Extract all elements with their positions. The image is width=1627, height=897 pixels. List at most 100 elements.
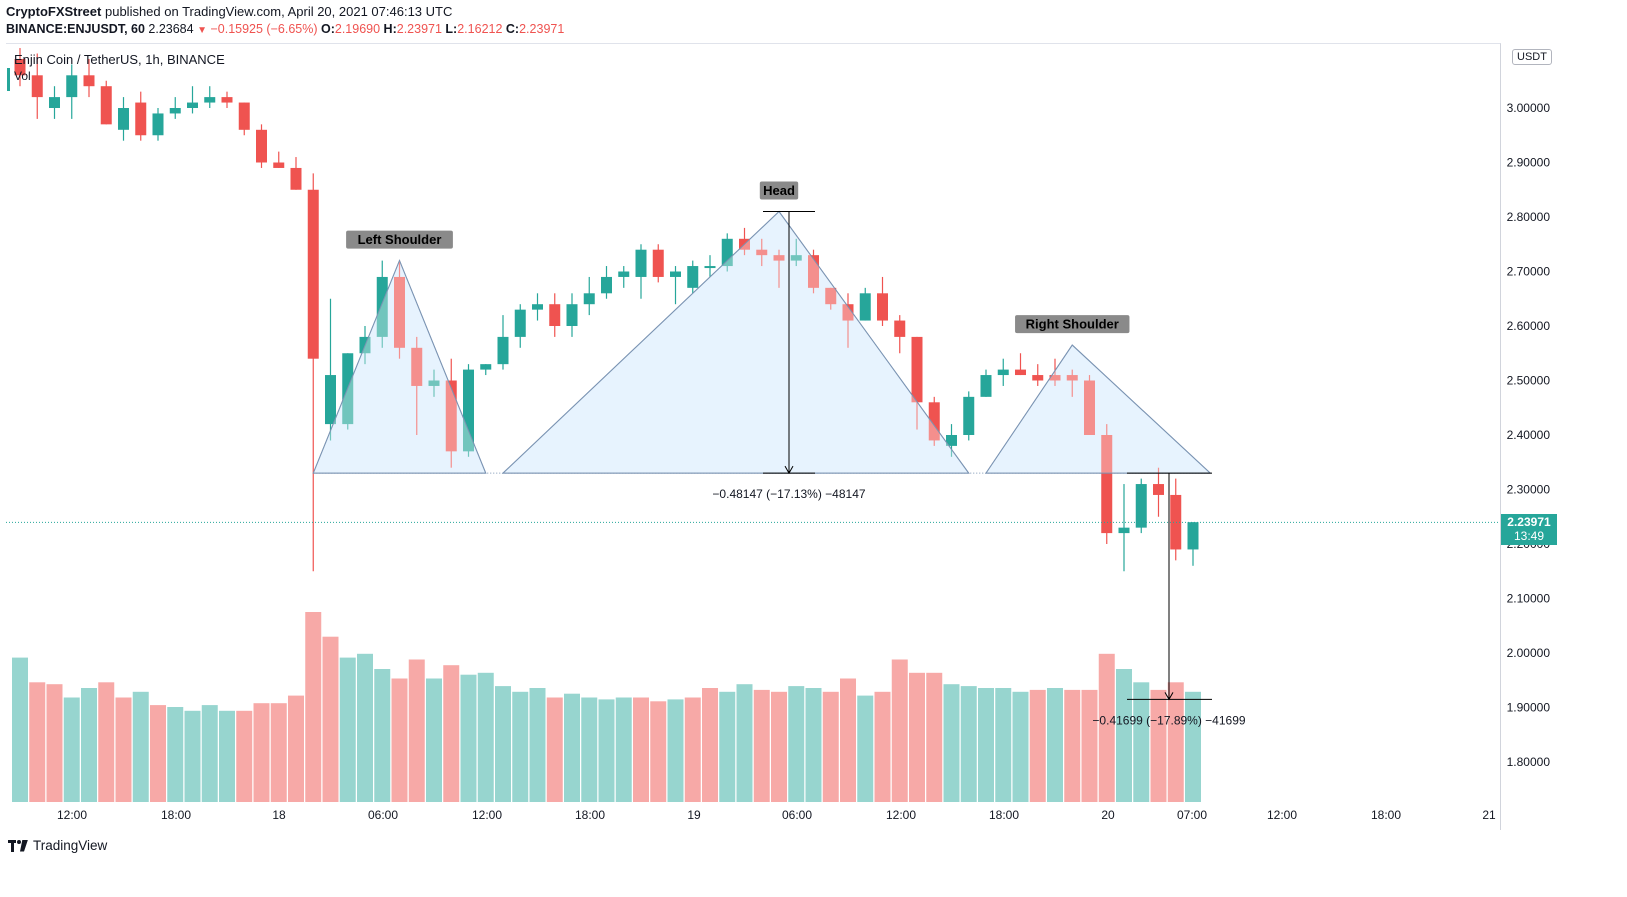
candle-body [66,75,78,98]
candle-body [1032,375,1044,381]
candle-body [1118,527,1130,534]
volume-bar [460,674,477,802]
measure-label-2: −0.41699 (−17.89%) −41699 [1092,713,1245,727]
candle-body [997,369,1009,376]
candle-body [463,369,474,452]
time-tick-label: 07:00 [1177,808,1207,822]
volume-bar [857,695,874,802]
volume-bar [840,678,856,802]
candle-body [652,249,664,277]
volume-bar [29,682,46,802]
open-label: O: [320,22,335,36]
volume-bar [12,657,28,802]
volume-bar [150,705,166,802]
legend-title[interactable]: Enjin Coin / TetherUS, 1h, BINANCE [14,52,225,67]
volume-bar [702,688,718,802]
volume-bar [512,691,529,802]
volume-bar [909,672,925,802]
volume-bar [1081,689,1098,802]
open-value: 2.19690 [334,22,381,36]
candle-body [790,255,802,261]
candle-body [1135,484,1147,528]
candle-body [1187,522,1199,550]
volume-bar [788,686,805,802]
volume-bar [132,691,149,802]
candle-body [963,396,975,435]
volume-bar [771,691,787,802]
legend-volume[interactable]: Vol [14,69,31,83]
time-tick-label: 12:00 [57,808,87,822]
candle-body [825,287,837,305]
time-tick-label: 12:00 [472,808,502,822]
price-tick-label: 1.90000 [1507,701,1551,715]
candle-body [1170,494,1182,550]
time-tick-label: 20 [1101,808,1115,822]
candle-body [928,402,940,441]
candle-body [290,167,302,190]
candle-body [808,255,819,288]
measure-label-1: −0.48147 (−17.13%) −48147 [712,487,865,501]
time-tick-label: 19 [687,808,701,822]
price-tick-label: 1.80000 [1507,755,1551,769]
candle-body [411,347,423,386]
candle-body [773,255,785,261]
volume-bar [1029,689,1046,802]
volume-bar [546,697,563,802]
tradingview-logo[interactable]: TradingView [8,838,107,853]
price-tick-label: 2.60000 [1507,319,1551,333]
volume-bar [443,665,460,802]
candle-body [1084,380,1095,435]
volume-bar [201,705,218,802]
candle-body [376,276,388,337]
current-price-value: 2.23971 [1507,515,1551,529]
volume-bar [288,695,304,802]
time-tick-label: 06:00 [782,808,812,822]
candle-body [1015,369,1026,376]
candle-body [256,129,267,163]
candle-body [325,375,336,425]
volume-bar [408,659,425,802]
time-tick-label: 12:00 [1267,808,1297,822]
symbol-line: BINANCE:ENJUSDT, 60 [6,22,145,36]
volume-bar [943,684,960,802]
pattern-overlay-3 [985,344,1212,474]
candle-body [842,304,854,321]
time-tick-label: 18:00 [575,808,605,822]
candle-body [618,271,630,277]
publisher-name[interactable]: CryptoFXStreet [6,4,102,19]
candle-body [894,320,906,337]
candle-body [31,75,43,98]
candle-body [152,113,164,136]
volume-bar [167,707,184,802]
high-value: 2.23971 [396,22,442,36]
volume-bar [960,686,977,802]
current-price-tag: 2.23971 13:49 [1501,514,1557,545]
candle-body [980,375,992,397]
pattern-label: Head [763,183,795,198]
currency-button[interactable]: USDT [1512,49,1552,65]
volume-bar [46,684,63,802]
volume-bar [753,689,770,802]
candle-body [583,293,595,305]
volume-bar [1064,689,1081,802]
volume-bar [270,703,287,802]
candle-body [83,75,95,87]
time-tick-label: 18 [272,808,286,822]
volume-bar [305,612,322,802]
candle-body [946,435,957,446]
candle-body [670,271,681,277]
volume-bar [581,697,598,802]
tradingview-brand: TradingView [33,838,108,853]
volume-bar [822,691,839,802]
volume-bar [926,672,943,802]
volume-bar [426,678,442,802]
time-tick-label: 18:00 [1371,808,1401,822]
candle-body [704,266,716,269]
candle-body [204,97,216,103]
chart-pane [6,43,1501,830]
volume-bar [1047,688,1063,802]
volume-bar [1012,691,1029,802]
ohlc-line: BINANCE:ENJUSDT, 60 2.23684 ▼ −0.15925 (… [6,22,564,36]
price-tick-label: 3.00000 [1507,101,1551,115]
